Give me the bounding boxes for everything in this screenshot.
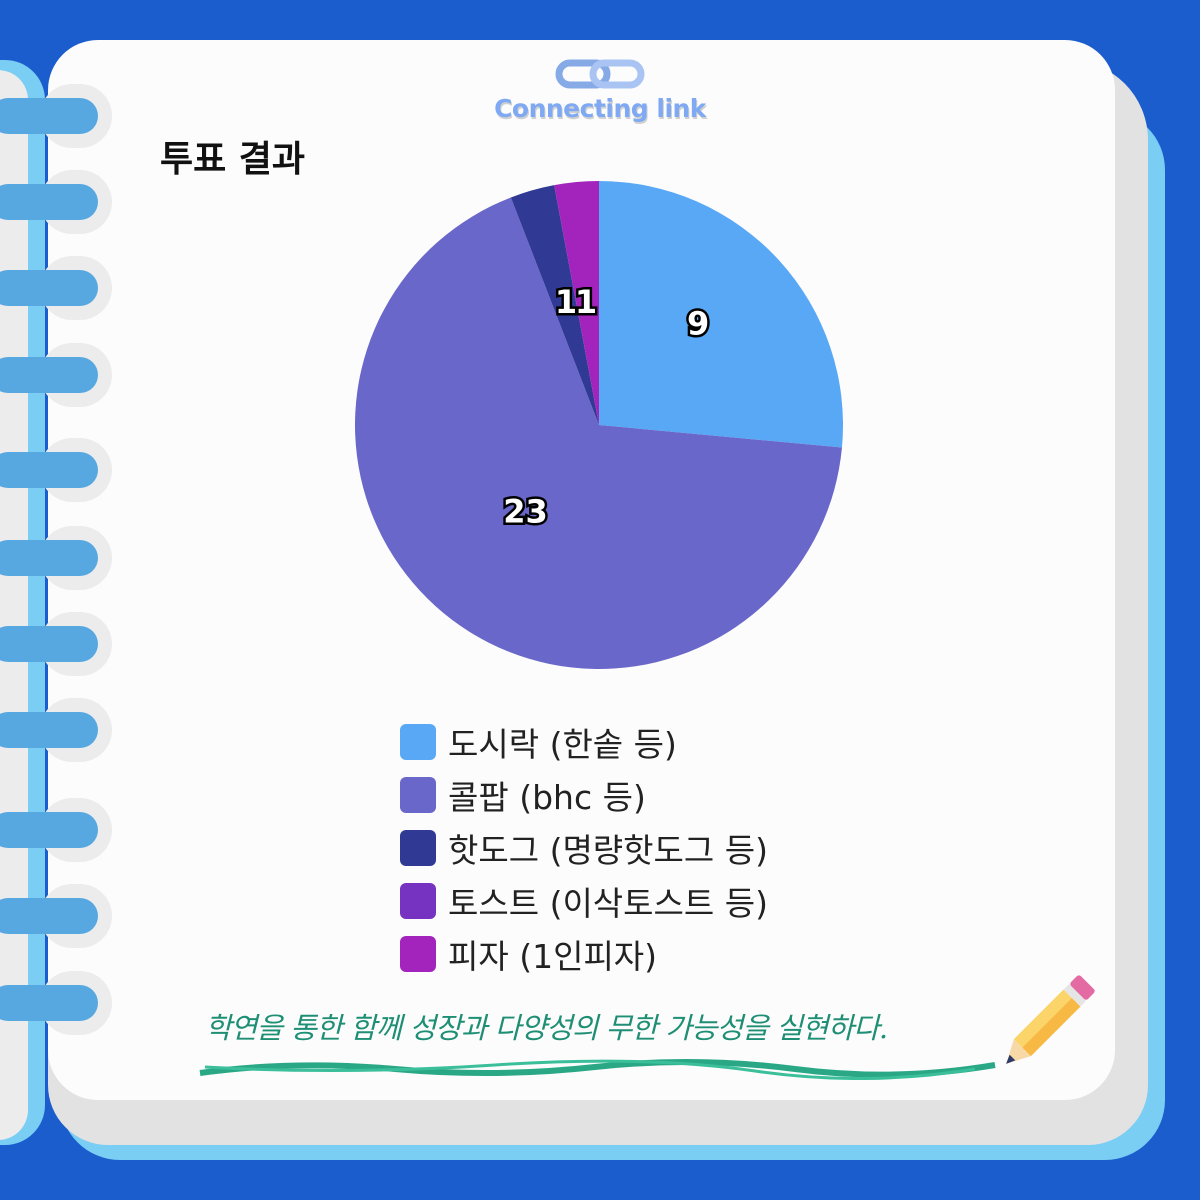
spiral-ring xyxy=(0,698,112,762)
notebook-left-page xyxy=(0,70,28,1140)
spiral-ring xyxy=(0,798,112,862)
data-label: 1 xyxy=(555,283,577,321)
spiral-ring xyxy=(0,971,112,1035)
legend-item[interactable]: 토스트 (이삭토스트 등) xyxy=(400,874,768,927)
legend-label: 핫도그 (명량핫도그 등) xyxy=(448,830,768,870)
legend-label: 콜팝 (bhc 등) xyxy=(448,777,646,817)
legend-swatch xyxy=(400,829,436,866)
spiral-ring xyxy=(0,84,112,148)
legend-label: 토스트 (이삭토스트 등) xyxy=(448,883,768,923)
chain-link-icon xyxy=(555,59,645,89)
chart-legend: 도시락 (한솥 등) 콜팝 (bhc 등) 핫도그 (명량핫도그 등) 토스트 (이삭… xyxy=(400,715,768,980)
legend-swatch xyxy=(400,882,436,919)
pencil-icon xyxy=(1006,975,1095,1064)
spiral-ring xyxy=(0,612,112,676)
spiral-ring xyxy=(0,526,112,590)
pie-slice[interactable] xyxy=(599,181,844,448)
data-label: 1 xyxy=(575,283,597,321)
logo: Connecting link xyxy=(480,58,720,123)
legend-item[interactable]: 콜팝 (bhc 등) xyxy=(400,768,768,821)
spiral-ring xyxy=(0,884,112,948)
legend-item[interactable]: 핫도그 (명량핫도그 등) xyxy=(400,821,768,874)
spiral-ring xyxy=(0,438,112,502)
logo-text: Connecting link xyxy=(494,94,706,123)
legend-swatch xyxy=(400,935,436,972)
legend-item[interactable]: 피자 (1인피자) xyxy=(400,927,768,980)
data-label: 23 xyxy=(503,492,548,530)
spiral-ring xyxy=(0,170,112,234)
pie-chart: 9 23 11 xyxy=(355,181,844,669)
data-label: 9 xyxy=(687,305,709,343)
legend-label: 피자 (1인피자) xyxy=(448,936,658,976)
legend-swatch xyxy=(400,776,436,813)
legend-swatch xyxy=(400,723,436,760)
pie-slice[interactable] xyxy=(355,197,842,669)
legend-item[interactable]: 도시락 (한솥 등) xyxy=(400,715,768,768)
slogan: 학연을 통한 함께 성장과 다양성의 무한 가능성을 실현하다. xyxy=(205,1011,888,1045)
spiral-ring xyxy=(0,343,112,407)
legend-label: 도시락 (한솥 등) xyxy=(448,724,677,764)
scribble-underline xyxy=(199,1058,996,1080)
spiral-ring xyxy=(0,256,112,320)
pie-slice[interactable] xyxy=(510,185,599,425)
page-title: 투표 결과 xyxy=(160,139,306,180)
pie-slice[interactable] xyxy=(554,181,599,425)
